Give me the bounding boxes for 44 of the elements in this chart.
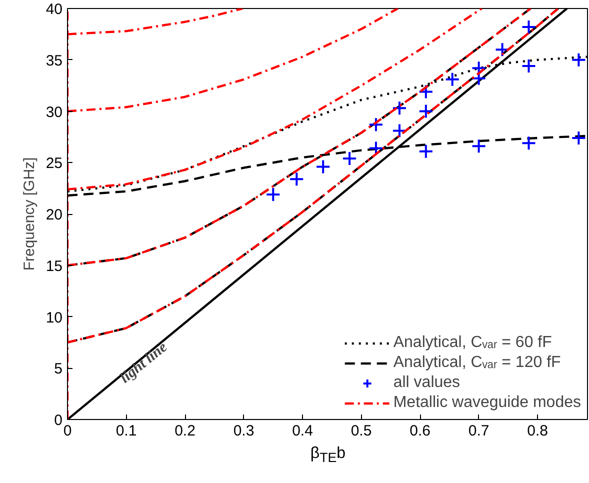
- y-axis-title: Frequency [GHz]: [20, 157, 38, 271]
- y-tick-label: 40: [46, 1, 63, 18]
- legend-label: Metallic waveguide modes: [393, 394, 581, 412]
- point: [289, 172, 304, 187]
- point: [571, 52, 586, 68]
- annotation: light line: [117, 339, 171, 387]
- point: [418, 84, 434, 100]
- legend-label: all values: [393, 374, 460, 392]
- y-tick-label: 15: [46, 258, 63, 275]
- point: [444, 72, 460, 87]
- y-tick-label: 25: [46, 155, 63, 172]
- point: [368, 140, 384, 156]
- point: [418, 144, 434, 159]
- x-axis-title: β$_{TE}$b: [310, 444, 346, 468]
- x-tick-label: 0.8: [527, 422, 548, 440]
- y-tick-label: 30: [46, 104, 63, 121]
- point: [418, 104, 434, 119]
- point: [471, 70, 486, 86]
- point: [471, 138, 486, 154]
- point: [316, 159, 331, 174]
- point: [521, 58, 536, 74]
- y-tick-label: 35: [46, 52, 63, 70]
- point: [571, 130, 586, 146]
- x-tick-label: 0.4: [292, 422, 313, 440]
- point: [342, 151, 358, 166]
- x-tick-label: 0.2: [174, 422, 196, 440]
- y-tick-label: 20: [46, 206, 63, 224]
- point: [521, 136, 536, 151]
- y-tick-label: 0: [54, 412, 62, 429]
- legend-label: Analytical, Cᵥₐᵣ = 60 fF: [393, 334, 552, 352]
- x-tick-label: 0.3: [233, 422, 254, 440]
- x-tick-label: 0.5: [350, 422, 372, 440]
- y-tick-label: 5: [54, 360, 62, 378]
- x-tick-label: 0.1: [116, 422, 137, 440]
- point: [368, 117, 384, 132]
- y-tick-label: 10: [46, 309, 63, 326]
- point: [521, 19, 536, 34]
- legend-label: Analytical, Cᵥₐᵣ = 120 fF: [393, 354, 561, 372]
- point: [494, 42, 510, 58]
- point: [392, 123, 407, 138]
- x-tick-label: 0.6: [410, 422, 430, 440]
- point: [266, 186, 281, 202]
- x-tick-label: 0.7: [468, 422, 490, 440]
- point: [392, 100, 407, 116]
